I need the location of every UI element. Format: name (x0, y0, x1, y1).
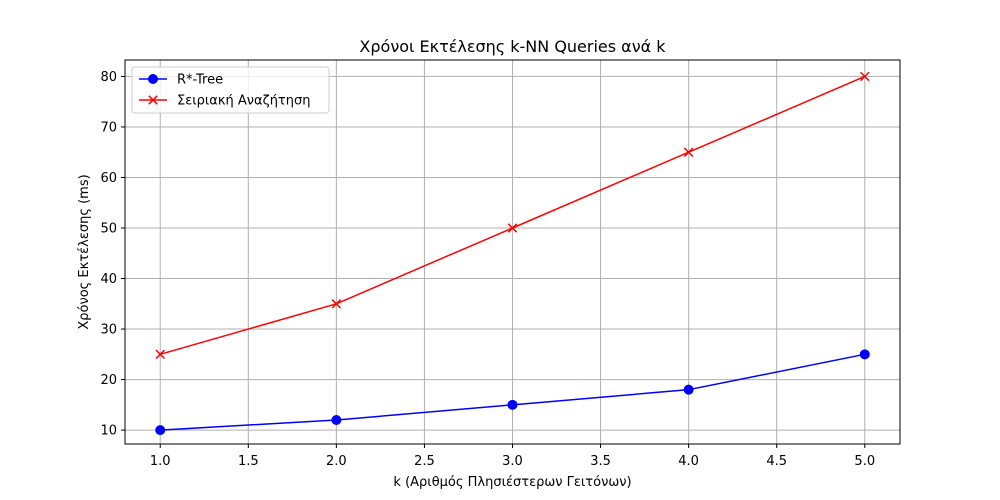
y-tick-label: 20 (100, 373, 117, 388)
y-axis-label: Χρόνος Εκτέλεσης (ms) (77, 174, 92, 329)
x-tick-label: 4.5 (766, 454, 787, 469)
x-axis-label: k (Αριθμός Πλησιέστερων Γειτόνων) (393, 475, 631, 490)
legend-box (131, 66, 330, 114)
legend-label: Σειριακή Αναζήτηση (177, 94, 310, 109)
series-2-point (331, 299, 342, 309)
y-tick-label: 40 (100, 272, 117, 287)
series-1-point (683, 384, 694, 395)
legend-marker (148, 74, 158, 84)
x-tick-label: 3.0 (502, 454, 523, 469)
x-marker-stroke (155, 349, 165, 360)
series-1 (155, 349, 870, 436)
legend-marker (148, 95, 158, 105)
y-tick-label: 60 (100, 171, 117, 186)
ticks: 1.0 1.5 2.0 2.5 3.0 3.5 4.0 4.5 5.0 10 20 30 40 50 60 7… (100, 70, 875, 469)
series-1-point (507, 399, 518, 410)
x-tick-label: 5.0 (854, 454, 875, 469)
legend-item: Σειριακή Αναζήτηση (139, 94, 310, 109)
series-2-point (507, 223, 518, 233)
y-tick-label: 30 (100, 323, 117, 338)
y-tick-label: 70 (100, 120, 117, 135)
x-tick-label: 1.0 (150, 454, 171, 469)
x-marker-stroke (148, 95, 158, 105)
series-layer (155, 71, 870, 436)
y-tick-label: 50 (100, 222, 117, 237)
x-marker-stroke (331, 299, 342, 309)
x-tick-label: 3.5 (590, 454, 611, 469)
series-1-point (155, 425, 166, 436)
series-2-point (860, 71, 870, 82)
x-marker-stroke (683, 147, 694, 157)
y-tick-label: 80 (100, 70, 117, 85)
series-2 (155, 71, 870, 360)
legend-label: R*-Tree (177, 73, 223, 88)
x-tick-label: 1.5 (238, 454, 259, 469)
legend-item: R*-Tree (139, 73, 223, 88)
x-marker-stroke (860, 71, 870, 82)
x-tick-label: 2.0 (326, 454, 347, 469)
series-2-point (155, 349, 165, 360)
y-tick-label: 10 (100, 424, 117, 439)
legend: R*-Tree Σειριακή Αναζήτηση (131, 66, 330, 114)
x-tick-label: 2.5 (414, 454, 435, 469)
series-1-point (331, 415, 342, 425)
series-2-point (683, 147, 694, 157)
series-1-point (859, 349, 870, 360)
x-tick-label: 4.0 (678, 454, 699, 469)
chart-title: Χρόνοι Εκτέλεσης k-NN Queries ανά k (359, 37, 666, 56)
x-marker-stroke (507, 223, 518, 233)
